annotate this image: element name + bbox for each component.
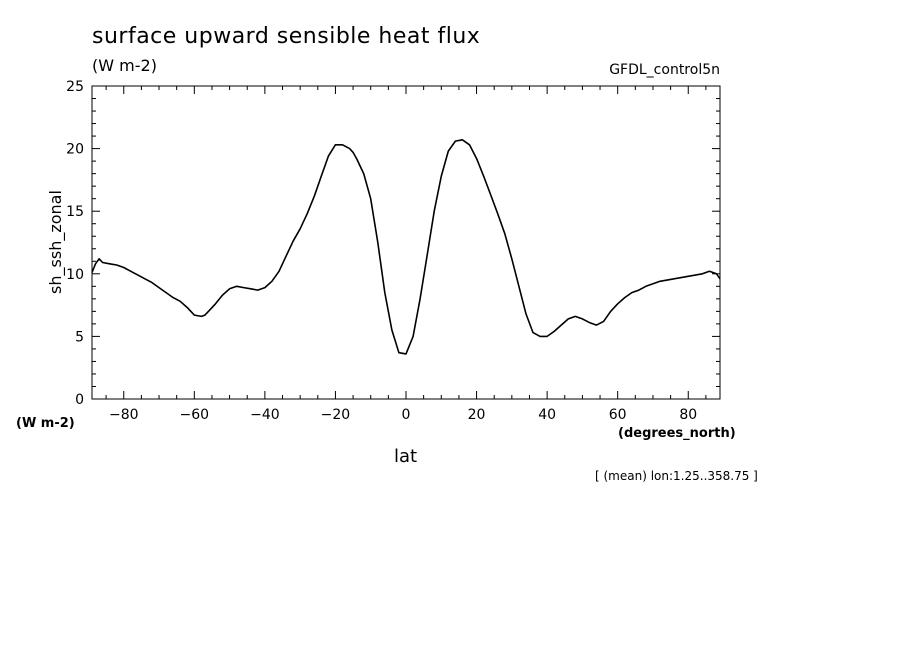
series-line [91,139,721,355]
y-tick-label: 25 [66,79,84,95]
x-tick-label: −80 [109,407,139,423]
x-tick-label: 80 [679,407,697,423]
y-tick-label: 0 [75,392,84,408]
chart-units: (W m-2) [92,56,157,75]
x-tick-label: −20 [321,407,351,423]
x-tick-label: 20 [468,407,486,423]
chart-title: surface upward sensible heat flux [92,24,481,49]
y-tick-label: 10 [66,267,84,283]
x-tick-label: −60 [180,407,210,423]
x-axis-label: lat [394,446,418,467]
y-tick-label: 20 [66,142,84,158]
y-tick-label: 5 [75,329,84,345]
footnote: [ (mean) lon:1.25..358.75 ] [595,469,758,483]
x-tick-label: 0 [402,407,411,423]
y-axis-units: (W m-2) [16,416,75,431]
dataset-label: GFDL_control5n [609,62,720,78]
x-tick-label: −40 [250,407,280,423]
x-tick-label: 40 [538,407,556,423]
y-tick-label: 15 [66,204,84,220]
x-axis-units: (degrees_north) [618,426,736,441]
x-tick-label: 60 [609,407,627,423]
